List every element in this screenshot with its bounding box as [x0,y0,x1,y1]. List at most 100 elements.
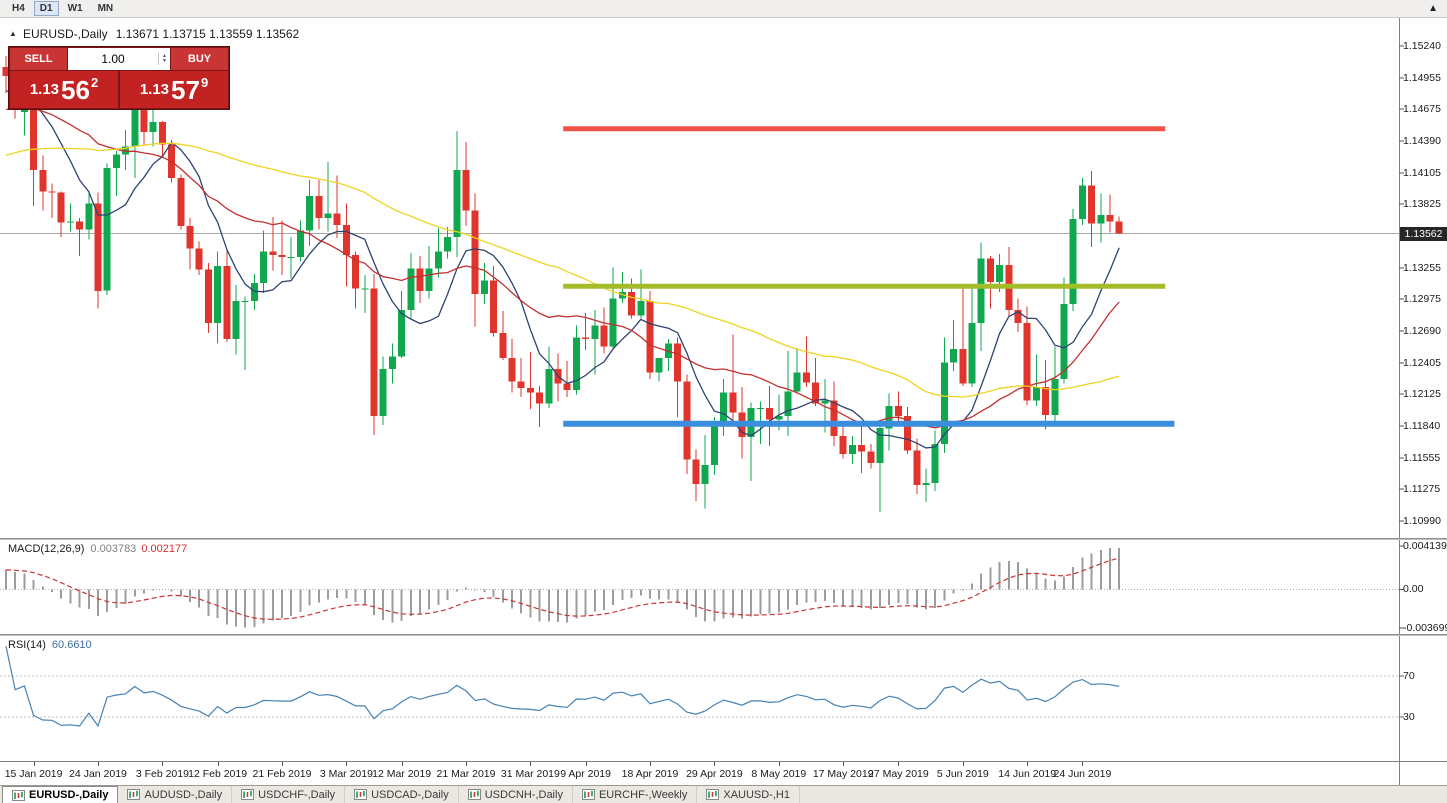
chart-symbol-label: EURUSD-,Daily [23,27,108,41]
chart-tab-label: AUDUSD-,Daily [144,788,223,801]
price-axis-label: 1.10990 [1403,515,1441,527]
chart-tab-icon [241,789,255,800]
date-tick [401,762,403,766]
price-chart-canvas[interactable] [0,18,1447,538]
date-tick [466,762,467,766]
one-click-collapse-icon[interactable]: ▲ [9,29,17,38]
rsi-chart-canvas[interactable] [0,636,1447,761]
rsi-panel: RSI(14) 60.6610 70 30 [0,636,1447,761]
chart-tab-eurusd-daily[interactable]: EURUSD-,Daily [2,786,119,803]
date-axis-label: 12 Feb 2019 [188,768,248,780]
price-axis-label: 1.11275 [1403,483,1441,496]
current-price-badge: 1.13562 [1400,226,1447,241]
price-axis-label: 1.12975 [1403,293,1441,306]
date-tick [1027,762,1029,766]
date-axis-label: 21 Feb 2019 [252,768,312,780]
rsi-axis-label: 30 [1403,711,1415,723]
date-tick [217,762,219,766]
date-axis-label: 3 Mar 2019 [319,768,373,780]
date-axis-label: 31 Mar 2019 [500,768,560,780]
chart-tab-eurchf-weekly[interactable]: EURCHF-,Weekly [573,786,698,803]
sell-button[interactable]: SELL [10,48,67,70]
date-axis[interactable]: 15 Jan 2019 24 Jan 2019 3 Feb 2019 12 Feb 2… [0,761,1447,786]
moving-averages-layer [5,90,1120,449]
volume-down-icon[interactable]: ▼ [162,58,167,64]
chart-tab-audusd-daily[interactable]: AUDUSD-,Daily [118,786,233,803]
rsi-title: RSI(14) 60.6610 [8,639,92,651]
price-axis-label: 1.11840 [1403,420,1441,432]
chart-ohlc-info: EURUSD-,Daily 1.13671 1.13715 1.13559 1.1… [23,27,299,41]
chart-tab-icon [127,789,141,800]
date-tick [346,762,348,766]
price-axis-label: 1.12125 [1403,388,1441,401]
volume-up-icon[interactable]: ▲ [162,53,167,59]
buy-price-button[interactable]: 1.13 57 9 [120,71,228,108]
date-tick [714,762,716,766]
price-axis-label: 1.12405 [1403,356,1441,369]
main-chart-panel: ▲ EURUSD-,Daily 1.13671 1.13715 1.13559 1… [0,18,1447,538]
rsi-value: 60.6610 [51,639,92,651]
volume-value[interactable]: 1.00 [101,52,125,66]
chart-ohlc-values: 1.13671 1.13715 1.13559 1.13562 [115,27,300,41]
date-tick [843,762,845,766]
chart-tabs-bar: EURUSD-,Daily AUDUSD-,Daily USDCHF-,Daily U… [0,785,1447,803]
sell-price-frac: 2 [90,75,99,90]
date-axis-label: 12 Mar 2019 [372,768,432,780]
chart-tab-icon [12,789,25,801]
price-axis-label: 1.12690 [1403,325,1441,337]
timeframe-button-d1[interactable]: D1 [33,1,59,16]
macd-panel: MACD(12,26,9) 0.003783 0.002177 0.004139 0.… [0,540,1447,634]
macd-signal-value: 0.002177 [141,543,188,555]
chart-tab-icon [581,789,595,800]
one-click-trading-panel: SELL 1.00 ▲ ▼ BUY 1.13 56 2 1.13 [8,46,230,110]
date-tick [33,762,35,766]
timeframe-button-w1[interactable]: W1 [67,3,83,14]
price-axis-label: 1.11555 [1403,451,1441,464]
volume-input[interactable]: 1.00 ▲ ▼ [68,48,170,70]
date-tick [530,762,532,766]
buy-price-base: 1.13 [139,81,170,98]
macd-axis-label: 0.004139 [1403,540,1447,552]
axis-separator [1399,762,1400,786]
price-axis-label: 1.15240 [1403,40,1441,52]
chart-tab-label: USDCHF-,Daily [258,788,336,801]
panel-splitter[interactable] [0,538,1447,540]
buy-button[interactable]: BUY [171,48,228,70]
timeframe-button-mn[interactable]: MN [97,3,114,14]
chart-tab-label: EURUSD-,Daily [29,789,109,801]
chart-tab-usdcad-daily[interactable]: USDCAD-,Daily [345,786,459,803]
rsi-line [5,646,1120,728]
chart-tab-label: USDCAD-,Daily [371,788,449,801]
date-tick [1082,762,1084,766]
toolbar-scroll-up-icon[interactable]: ▲ [1428,3,1438,14]
date-tick [282,762,283,766]
date-axis-label: 9 Apr 2019 [560,768,611,780]
macd-axis-label: -0.003699 [1403,622,1447,634]
date-axis-label: 5 Jun 2019 [936,768,989,780]
date-axis-label: 24 Jan 2019 [69,768,127,780]
price-axis-label: 1.14390 [1403,135,1441,147]
panel-splitter[interactable] [0,634,1447,636]
macd-chart-canvas[interactable] [0,540,1447,634]
price-axis-label: 1.13255 [1403,261,1441,274]
date-axis-label: 15 Jan 2019 [4,768,63,780]
timeframe-toolbar: H4 D1 W1 MN ▲ [0,0,1447,18]
chart-tab-xauusd-h1[interactable]: XAUUSD-,H1 [697,786,800,803]
chart-tab-icon [706,789,720,800]
macd-axis-label: 0.00 [1403,583,1424,596]
rsi-name: RSI(14) [8,639,46,651]
price-axis-label: 1.14675 [1403,103,1441,116]
macd-title: MACD(12,26,9) 0.003783 0.002177 [8,543,187,555]
date-axis-label: 18 Apr 2019 [621,768,679,780]
date-axis-label: 27 May 2019 [868,768,929,780]
date-axis-label: 17 May 2019 [812,768,874,780]
chart-tab-icon [467,789,481,800]
date-axis-label: 3 Feb 2019 [135,768,189,780]
macd-name: MACD(12,26,9) [8,543,85,555]
chart-tab-usdcnh-daily[interactable]: USDCNH-,Daily [459,786,573,803]
sell-price-button[interactable]: 1.13 56 2 [10,71,118,108]
chart-tab-usdchf-daily[interactable]: USDCHF-,Daily [232,786,346,803]
timeframe-button-h4[interactable]: H4 [12,3,25,14]
sell-price-pips: 56 [61,74,90,105]
